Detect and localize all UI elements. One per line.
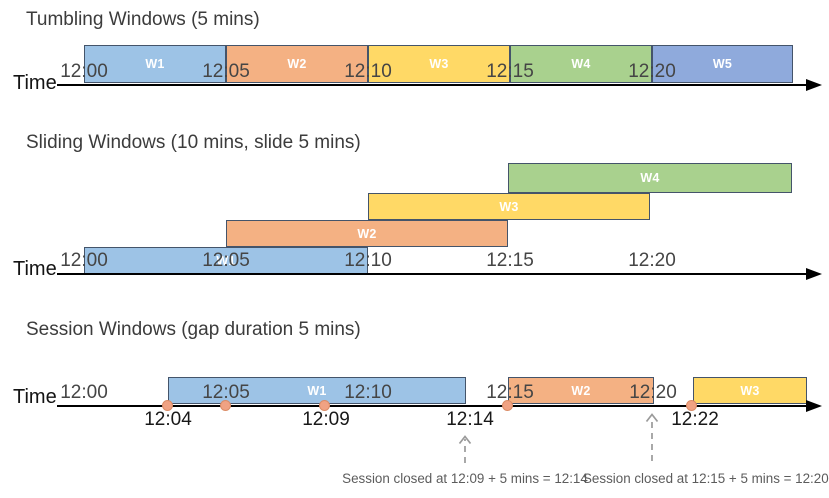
session-annotation-arrow-2-icon xyxy=(645,413,659,461)
tumbling-window-w3: W3 xyxy=(368,45,510,83)
session-tick-12-00: 12:00 xyxy=(60,382,108,403)
sliding-window-label-w4: W4 xyxy=(640,171,660,185)
tumbling-time-axis xyxy=(57,84,808,87)
tumbling-window-label-w3: W3 xyxy=(429,57,449,71)
session-annotation-arrow-1-icon xyxy=(458,435,472,463)
session-time-axis xyxy=(57,405,808,408)
sliding-tick-12-10: 12:10 xyxy=(344,250,392,271)
tumbling-time-axis-label: Time xyxy=(13,72,57,94)
session-event-dot-1 xyxy=(162,400,173,411)
sliding-window-label-w2: W2 xyxy=(357,226,377,241)
sliding-tick-12-20: 12:20 xyxy=(628,250,676,271)
tumbling-window-label-w2: W2 xyxy=(287,57,307,71)
session-time-axis-label: Time xyxy=(13,386,57,408)
session-tick-12-15: 12:15 xyxy=(486,382,534,403)
session-event-dot-5 xyxy=(686,400,697,411)
session-event-dot-3 xyxy=(319,400,330,411)
sliding-window-w1: W1 xyxy=(84,247,368,274)
session-time-axis-arrowhead xyxy=(806,400,822,412)
sliding-section-title: Sliding Windows (10 mins, slide 5 mins) xyxy=(26,132,361,153)
session-tick-12-05: 12:05 xyxy=(202,382,250,403)
sliding-tick-12-15: 12:15 xyxy=(486,250,534,271)
session-window-w3: W3 xyxy=(693,377,807,404)
tumbling-window-label-w5: W5 xyxy=(712,57,733,71)
sliding-tick-12-00: 12:00 xyxy=(60,250,108,271)
sliding-window-w2: W2 xyxy=(226,220,508,247)
tumbling-time-axis-arrowhead xyxy=(806,79,822,91)
tumbling-tick-12-00: 12:00 xyxy=(60,61,108,82)
sliding-time-axis-label: Time xyxy=(13,258,57,280)
tumbling-window-label-w4: W4 xyxy=(571,57,591,71)
tumbling-window-w4: W4 xyxy=(510,45,652,83)
tumbling-window-w5: W5 xyxy=(652,45,793,83)
session-window-w2: W2 xyxy=(508,377,654,404)
session-event-dot-2 xyxy=(220,400,231,411)
sliding-window-w3: W3 xyxy=(368,193,650,220)
sliding-time-axis-arrowhead xyxy=(806,268,822,280)
sliding-window-w4: W4 xyxy=(508,163,792,193)
session-window-label-w2: W2 xyxy=(571,383,591,398)
session-window-w1: W1 xyxy=(168,377,466,404)
sliding-tick-12-05: 12:05 xyxy=(202,250,250,271)
session-tick-12-20: 12:20 xyxy=(629,382,677,403)
tumbling-window-w1: W1 xyxy=(84,45,226,83)
session-event-time-12-14: 12:14 xyxy=(446,409,494,430)
session-window-label-w3: W3 xyxy=(740,383,760,398)
tumbling-tick-12-15: 12:15 xyxy=(486,61,534,82)
session-section-title: Session Windows (gap duration 5 mins) xyxy=(26,319,361,340)
tumbling-tick-12-20: 12:20 xyxy=(628,61,676,82)
tumbling-section-title: Tumbling Windows (5 mins) xyxy=(26,9,260,30)
session-tick-12-10: 12:10 xyxy=(344,382,392,403)
tumbling-window-label-w1: W1 xyxy=(145,57,165,71)
session-annotation-text-1: Session closed at 12:09 + 5 mins = 12:14 xyxy=(342,471,588,486)
sliding-window-label-w1: W1 xyxy=(216,253,236,268)
tumbling-window-w2: W2 xyxy=(226,45,368,83)
sliding-time-axis xyxy=(57,273,808,276)
tumbling-tick-12-10: 12:10 xyxy=(344,61,392,82)
session-window-label-w1: W1 xyxy=(307,383,327,398)
tumbling-tick-12-05: 12:05 xyxy=(202,61,250,82)
session-annotation-text-2: Session closed at 12:15 + 5 mins = 12:20 xyxy=(583,471,829,486)
session-event-time-12-09: 12:09 xyxy=(302,409,350,430)
session-event-time-12-22: 12:22 xyxy=(671,409,719,430)
session-event-time-12-04: 12:04 xyxy=(144,409,192,430)
sliding-window-label-w3: W3 xyxy=(499,199,519,214)
session-event-dot-4 xyxy=(502,400,513,411)
